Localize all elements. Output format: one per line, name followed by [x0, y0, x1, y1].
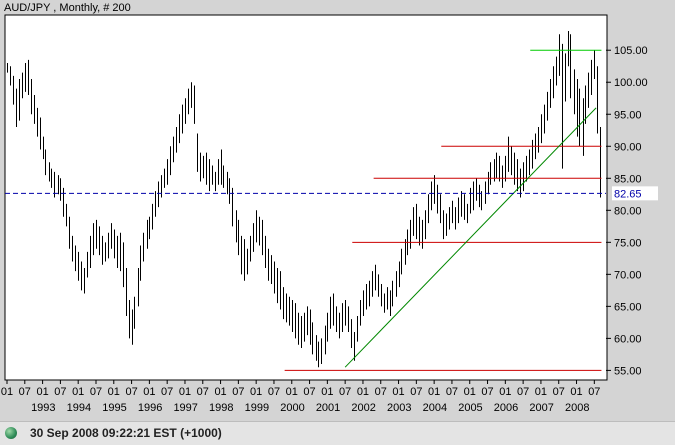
x-year-label: 2003: [387, 402, 411, 414]
y-tick-label: 60.00: [614, 333, 642, 345]
x-month-label: 01: [214, 386, 226, 398]
x-month-label: 01: [428, 386, 440, 398]
y-tick-label: 85.00: [614, 173, 642, 185]
y-tick-label: 65.00: [614, 301, 642, 313]
x-month-label: 01: [535, 386, 547, 398]
chart-title: AUD/JPY , Monthly, # 200: [4, 2, 131, 14]
x-year-label: 1995: [102, 402, 126, 414]
x-year-label: 2004: [423, 402, 447, 414]
x-month-label: 01: [36, 386, 48, 398]
x-year-label: 1997: [173, 402, 197, 414]
x-month-label: 07: [481, 386, 493, 398]
x-month-label: 07: [553, 386, 565, 398]
x-year-label: 2000: [280, 402, 304, 414]
x-month-label: 01: [108, 386, 120, 398]
x-month-label: 07: [410, 386, 422, 398]
x-year-label: 1993: [31, 402, 55, 414]
x-month-label: 01: [321, 386, 333, 398]
status-timestamp: 30 Sep 2008 09:22:21 EST (+1000): [30, 426, 222, 440]
x-year-label: 1994: [67, 402, 91, 414]
x-month-label: 01: [72, 386, 84, 398]
chart-frame: AUD/JPY , Monthly, # 200 55.00 60.00 65.00…: [0, 2, 658, 414]
x-year-label: 2001: [316, 402, 340, 414]
x-month-label: 01: [250, 386, 262, 398]
x-month-label: 01: [143, 386, 155, 398]
y-tick-label: 95.00: [614, 109, 642, 121]
y-tick-label: 90.00: [614, 141, 642, 153]
x-month-label: 07: [54, 386, 66, 398]
trend-line: [344, 107, 597, 368]
x-month-label: 01: [357, 386, 369, 398]
x-month-label: 01: [392, 386, 404, 398]
x-year-label: 1999: [245, 402, 269, 414]
x-axis: 01 07 01 07 01 07 01 07 01 07 01 07 01 07 01 07 01 07 01 07…: [1, 380, 600, 414]
x-month-label: 07: [588, 386, 600, 398]
plot-area: [4, 14, 608, 381]
y-tick-label: 105.00: [614, 45, 648, 57]
x-month-label: 01: [464, 386, 476, 398]
overlay-lines: [5, 49, 606, 371]
x-year-label: 2006: [494, 402, 518, 414]
x-month-label: 07: [375, 386, 387, 398]
x-year-label: 2008: [565, 402, 589, 414]
ohlc-chart: AUD/JPY , Monthly, # 200 55.00 60.00 65.00…: [0, 2, 658, 414]
x-month-label: 07: [90, 386, 102, 398]
connection-status-icon: [5, 427, 17, 439]
x-month-label: 01: [570, 386, 582, 398]
x-month-label: 01: [286, 386, 298, 398]
x-month-label: 07: [197, 386, 209, 398]
y-tick-label: 55.00: [614, 365, 642, 377]
x-month-label: 07: [303, 386, 315, 398]
y-tick-label: 75.00: [614, 237, 642, 249]
y-tick-label: 80.00: [614, 205, 642, 217]
x-month-label: 07: [161, 386, 173, 398]
x-year-label: 2007: [529, 402, 553, 414]
x-month-label: 07: [232, 386, 244, 398]
status-bar: 30 Sep 2008 09:22:21 EST (+1000): [0, 421, 675, 445]
current-value-label: 82.65: [614, 188, 642, 200]
current-value-box: [612, 186, 658, 201]
x-month-label: 07: [268, 386, 280, 398]
y-tick-label: 70.00: [614, 269, 642, 281]
x-year-label: 2005: [458, 402, 482, 414]
x-month-label: 07: [19, 386, 31, 398]
x-month-label: 07: [517, 386, 529, 398]
x-month-label: 07: [446, 386, 458, 398]
x-month-label: 07: [339, 386, 351, 398]
x-year-label: 2002: [351, 402, 375, 414]
y-tick-label: 100.00: [614, 77, 648, 89]
x-month-label: 01: [179, 386, 191, 398]
x-month-label: 01: [499, 386, 511, 398]
x-month-label: 07: [125, 386, 137, 398]
x-month-label: 01: [1, 386, 13, 398]
price-bars: [7, 31, 601, 368]
y-axis: 55.00 60.00 65.00 70.00 75.00 80.00 85.00 90.00…: [606, 45, 658, 377]
x-year-label: 1998: [209, 402, 233, 414]
x-year-label: 1996: [138, 402, 162, 414]
